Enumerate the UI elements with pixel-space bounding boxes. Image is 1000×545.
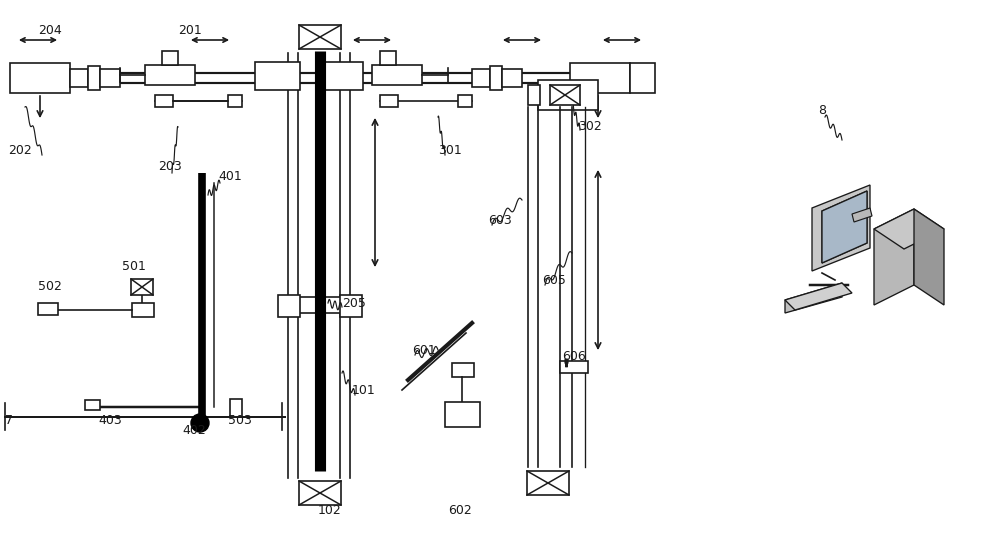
- Bar: [255, 62, 300, 90]
- Text: 301: 301: [438, 144, 462, 157]
- Text: 8: 8: [818, 104, 826, 117]
- Text: 605: 605: [542, 274, 566, 287]
- Polygon shape: [785, 283, 842, 313]
- Bar: [278, 295, 300, 317]
- Text: 603: 603: [488, 214, 512, 227]
- Text: 302: 302: [578, 120, 602, 133]
- Text: 101: 101: [352, 384, 376, 397]
- Text: 102: 102: [318, 504, 342, 517]
- Bar: [528, 85, 540, 105]
- Bar: [100, 69, 120, 87]
- Polygon shape: [812, 185, 870, 271]
- Bar: [299, 25, 341, 49]
- Bar: [538, 80, 598, 110]
- Polygon shape: [785, 283, 852, 310]
- Bar: [502, 69, 522, 87]
- Bar: [630, 63, 655, 93]
- Bar: [162, 51, 178, 65]
- Bar: [445, 402, 480, 427]
- Text: 503: 503: [228, 414, 252, 427]
- Bar: [458, 95, 472, 107]
- Circle shape: [191, 414, 209, 432]
- Bar: [452, 363, 474, 377]
- Bar: [560, 361, 588, 373]
- Bar: [340, 295, 362, 317]
- Text: 205: 205: [342, 297, 366, 310]
- Bar: [38, 303, 58, 315]
- Polygon shape: [874, 209, 914, 305]
- Bar: [299, 481, 341, 505]
- Polygon shape: [822, 191, 867, 263]
- Bar: [490, 66, 502, 90]
- Text: 401: 401: [218, 170, 242, 183]
- Bar: [380, 51, 396, 65]
- Bar: [88, 66, 100, 90]
- Bar: [230, 399, 242, 417]
- Bar: [550, 85, 580, 105]
- Bar: [527, 471, 569, 495]
- Bar: [570, 63, 630, 93]
- Text: 201: 201: [178, 24, 202, 37]
- Bar: [132, 303, 154, 317]
- Polygon shape: [822, 191, 867, 263]
- Bar: [155, 95, 173, 107]
- Polygon shape: [852, 208, 872, 222]
- Bar: [10, 63, 70, 93]
- Bar: [318, 62, 363, 90]
- Text: 202: 202: [8, 144, 32, 157]
- Bar: [372, 65, 422, 85]
- Text: 601: 601: [412, 344, 436, 357]
- Polygon shape: [914, 209, 944, 305]
- Text: 502: 502: [38, 280, 62, 293]
- Text: 203: 203: [158, 160, 182, 173]
- Bar: [85, 400, 100, 410]
- Bar: [380, 95, 398, 107]
- Bar: [288, 297, 353, 313]
- Text: 501: 501: [122, 260, 146, 273]
- Bar: [145, 65, 195, 85]
- Bar: [70, 69, 88, 87]
- Text: 602: 602: [448, 504, 472, 517]
- Text: 606: 606: [562, 350, 586, 363]
- Bar: [472, 69, 490, 87]
- Bar: [228, 95, 242, 107]
- Text: 7: 7: [5, 414, 13, 427]
- Bar: [131, 279, 153, 295]
- Polygon shape: [874, 209, 944, 249]
- Text: 204: 204: [38, 24, 62, 37]
- Text: 403: 403: [98, 414, 122, 427]
- Text: 402: 402: [182, 424, 206, 437]
